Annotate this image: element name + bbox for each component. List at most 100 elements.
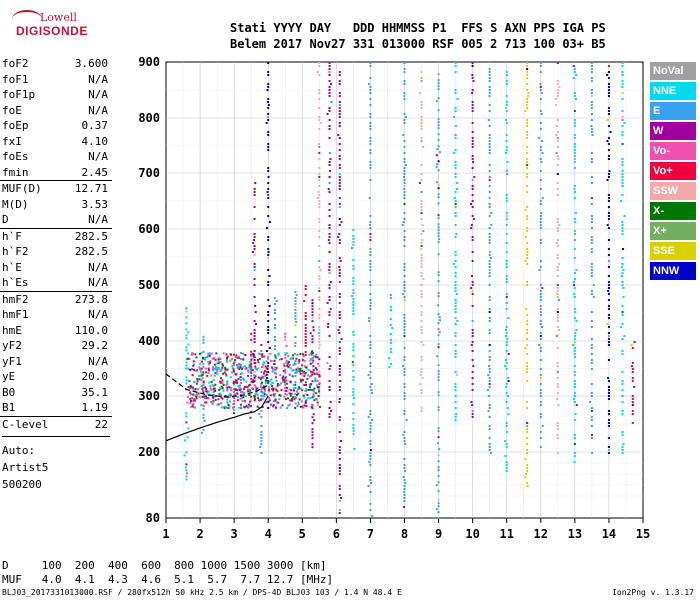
echo-point — [573, 257, 576, 259]
echo-point — [328, 236, 331, 238]
echo-point — [318, 266, 321, 268]
echo-point — [338, 224, 341, 226]
echo-point — [267, 98, 270, 100]
echo-point — [488, 203, 491, 205]
echo-point — [234, 388, 237, 391]
echo-point — [245, 367, 248, 370]
echo-point — [621, 284, 624, 286]
echo-point — [319, 122, 322, 124]
echo-point — [318, 62, 321, 64]
echo-point — [207, 371, 210, 374]
echo-point — [338, 488, 341, 490]
echo-point — [281, 377, 284, 380]
echo-point — [328, 314, 331, 316]
param-value: 35.1 — [81, 385, 109, 399]
echo-point — [318, 275, 321, 277]
echo-point — [556, 287, 559, 289]
echo-point — [622, 287, 625, 289]
echo-point — [607, 113, 610, 115]
echo-point — [590, 68, 593, 70]
echo-point — [404, 164, 407, 166]
echo-point — [243, 406, 246, 409]
echo-point — [505, 233, 508, 235]
echo-point — [573, 218, 576, 220]
echo-point — [437, 145, 440, 148]
scaled-parameters: foF2 3.600 foF1 N/A foF1p N/A foE N/A foEp 0.37 fx… — [0, 56, 112, 432]
echo-point — [574, 347, 577, 349]
echo-point — [276, 382, 279, 385]
echo-point — [573, 92, 576, 94]
echo-point — [352, 346, 355, 348]
echo-point — [526, 98, 529, 100]
echo-point — [275, 388, 278, 391]
echo-point — [235, 354, 238, 357]
echo-point — [488, 137, 491, 139]
echo-point — [287, 354, 290, 357]
echo-point — [304, 342, 307, 344]
echo-point — [437, 160, 440, 163]
echo-point — [607, 380, 610, 382]
echo-point — [435, 181, 438, 184]
echo-point — [389, 363, 392, 365]
echo-point — [311, 380, 314, 383]
echo-point — [437, 85, 440, 88]
echo-point — [471, 239, 474, 241]
echo-point — [590, 65, 593, 67]
echo-point — [338, 203, 341, 205]
echo-point — [490, 224, 493, 226]
echo-point — [253, 254, 256, 256]
echo-point — [435, 166, 438, 169]
echo-point — [453, 152, 456, 154]
echo-point — [488, 191, 491, 193]
param-value: 3.600 — [74, 57, 108, 70]
echo-point — [539, 239, 542, 241]
echo-point — [573, 284, 576, 286]
echo-point — [607, 206, 610, 208]
echo-point — [471, 185, 474, 187]
echo-point — [607, 293, 610, 295]
param-value: N/A — [88, 308, 108, 321]
echo-point — [403, 185, 406, 187]
echo-point — [232, 403, 235, 405]
echo-point — [250, 358, 253, 361]
echo-point — [607, 227, 610, 229]
echo-point — [539, 98, 542, 100]
y-tick-label: 400 — [138, 334, 160, 348]
echo-point — [284, 353, 287, 356]
echo-point — [369, 452, 372, 454]
echo-point — [318, 218, 321, 220]
echo-point — [185, 475, 188, 478]
echo-point — [201, 373, 204, 376]
echo-point — [488, 377, 491, 379]
echo-point — [454, 173, 457, 175]
echo-point — [367, 374, 370, 376]
echo-point — [556, 320, 559, 322]
echo-point — [556, 182, 559, 184]
echo-point — [289, 380, 292, 383]
echo-point — [318, 119, 321, 121]
echo-point — [318, 329, 321, 331]
echo-point — [272, 404, 275, 407]
echo-point — [573, 395, 576, 397]
echo-point — [311, 373, 314, 376]
echo-point — [250, 350, 253, 353]
echo-point — [403, 170, 406, 172]
echo-point — [232, 380, 235, 383]
echo-point — [338, 101, 341, 103]
echo-point — [295, 393, 298, 396]
echo-point — [557, 404, 560, 406]
echo-point — [555, 104, 558, 106]
echo-point — [388, 366, 391, 368]
echo-point — [488, 365, 491, 367]
echo-point — [309, 374, 312, 377]
echo-point — [259, 398, 262, 401]
echo-point — [244, 400, 247, 403]
echo-point — [294, 309, 297, 311]
echo-point — [250, 353, 253, 356]
echo-point — [238, 368, 241, 371]
echo-point — [246, 386, 249, 389]
echo-point — [420, 116, 423, 118]
echo-point — [573, 188, 576, 190]
echo-point — [284, 377, 287, 380]
echo-point — [253, 233, 256, 235]
